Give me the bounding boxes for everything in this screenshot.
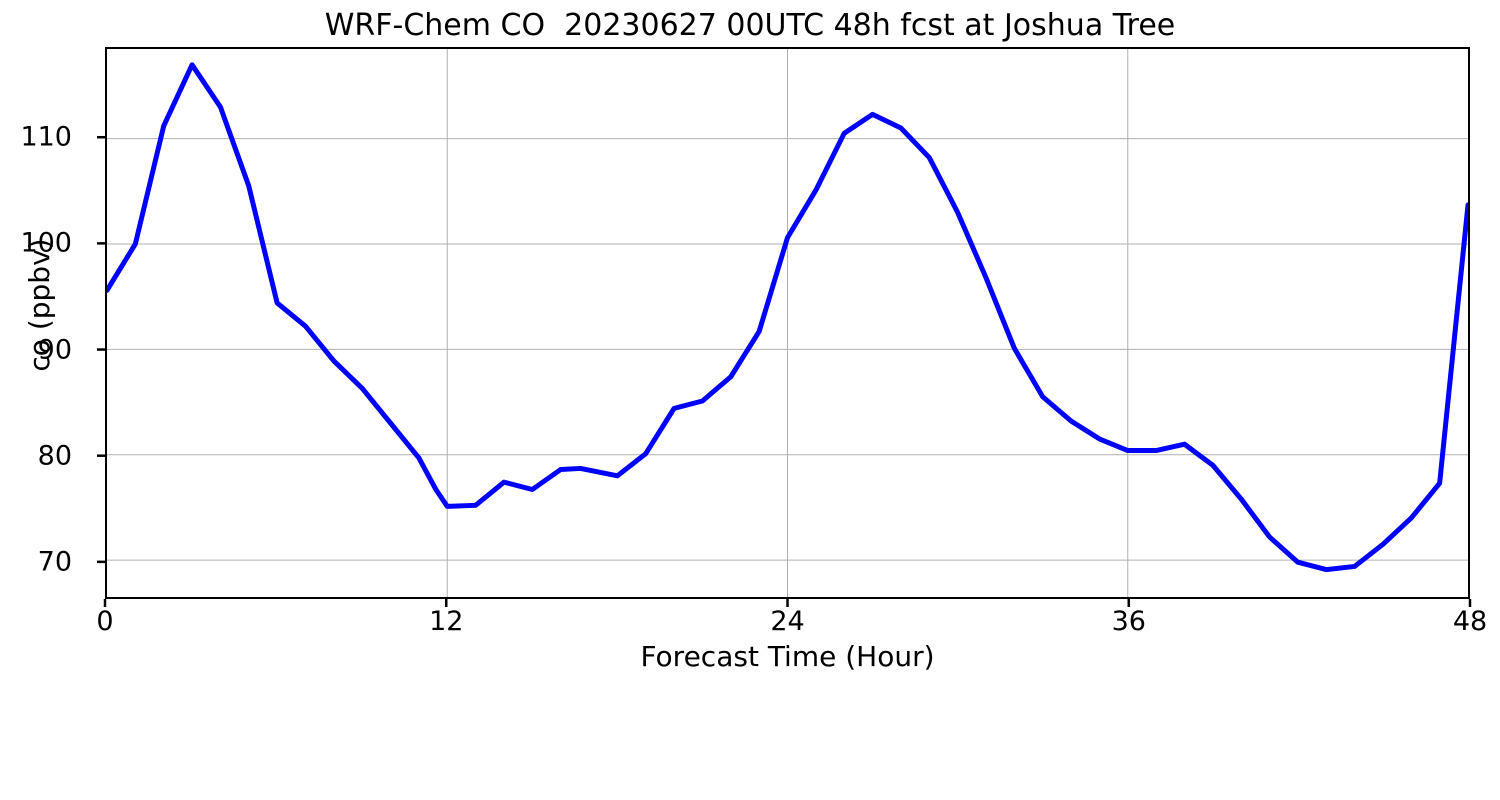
chart-title: WRF-Chem CO 20230627 00UTC 48h fcst at J… <box>324 8 1176 43</box>
y-tick-label: 110 <box>20 121 72 153</box>
y-tick-label: 90 <box>37 334 72 366</box>
y-axis-title: co (ppbv) <box>23 238 56 372</box>
x-tick-label: 24 <box>770 606 805 637</box>
y-tick-label: 80 <box>37 440 72 472</box>
data-series-group <box>107 65 1468 570</box>
x-tick-label: 12 <box>429 606 464 637</box>
x-tick-label: 0 <box>96 606 114 637</box>
x-axis-title: Forecast Time (Hour) <box>640 640 935 673</box>
x-tick-label: 48 <box>1452 606 1488 637</box>
x-tick-label: 36 <box>1111 606 1146 637</box>
y-tick-label: 100 <box>20 227 72 259</box>
data-line-co <box>107 65 1468 570</box>
plot-area <box>105 47 1470 599</box>
y-tick-label: 70 <box>37 546 72 578</box>
plot-canvas <box>107 49 1468 597</box>
y-axis-tick-labels: 70 80 90 100 110 <box>0 0 90 800</box>
